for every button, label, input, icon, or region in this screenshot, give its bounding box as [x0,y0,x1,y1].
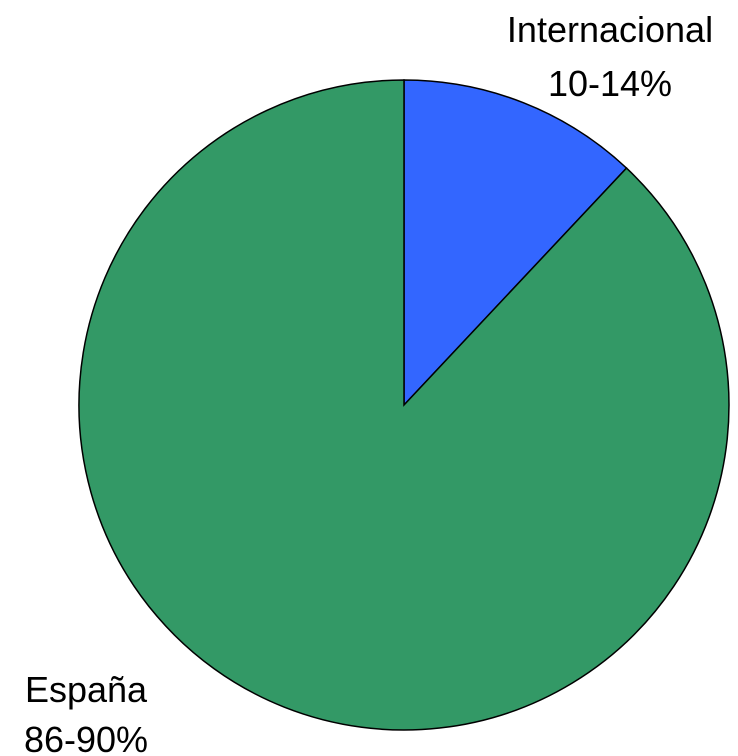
slice-label-internacional-name: Internacional [507,9,713,50]
slice-label-internacional-value: 10-14% [548,63,672,104]
slice-label-espana-value: 86-90% [24,719,148,756]
slice-label-espana-name: España [25,669,148,710]
pie-labels: Internacional 10-14% España 86-90% [24,9,713,756]
pie-slice-internacional [403,79,628,407]
pie-slices [78,79,730,731]
pie-slice-espana [78,79,730,731]
